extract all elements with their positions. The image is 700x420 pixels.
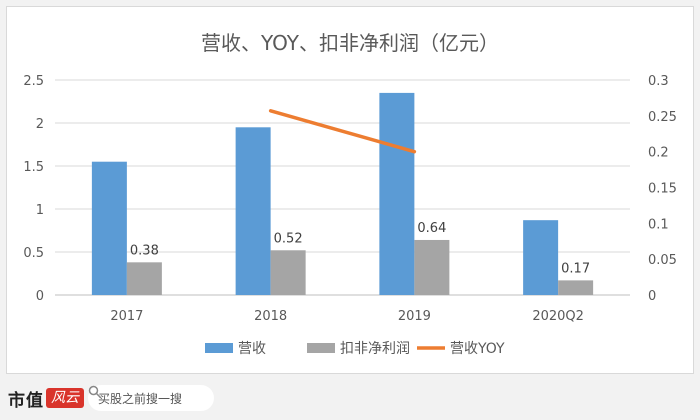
y-left-tick-label: 0.5 [23,246,44,261]
x-tick-label: 2017 [110,309,143,324]
bar-data-label: 0.17 [561,261,590,276]
y-right-tick-label: 0.2 [648,146,669,161]
y-left-tick-label: 1 [36,203,44,218]
legend-label: 营收YOY [450,341,505,357]
bar-revenue [91,161,127,295]
chart-title: 营收、YOY、扣非净利润（亿元） [201,31,499,55]
bar-profit [414,239,450,295]
line-revenue-yoy [268,109,417,154]
revenue-profit-chart: 营收、YOY、扣非净利润（亿元） 0 0.5 1 1.5 2 2.5 0 0.05 0.1 0.15… [23,31,677,357]
y-right-tick-label: 0.05 [648,253,677,268]
bar-data-label: 0.52 [274,231,303,246]
legend-swatch [205,343,233,353]
search-placeholder: 买股之前搜一搜 [98,391,183,406]
bar-revenue [235,127,271,295]
search-icon [88,385,101,398]
brand-logo[interactable]: 市值 风云 [8,386,84,411]
y-left-tick-label: 1.5 [23,160,44,175]
x-tick-label: 2019 [398,309,431,324]
bar-data-label: 0.64 [417,221,446,236]
bar-profit [270,250,306,295]
y-right-tick-label: 0.3 [648,74,669,89]
legend-label: 扣非净利润 [340,341,410,357]
y-left-tick-label: 0 [36,289,44,304]
bar-revenue [379,92,415,296]
bar-profit [126,262,162,295]
footer-bar: 市值 风云 买股之前搜一搜 [0,376,700,420]
brand-mark: 风云 [46,388,84,408]
y-right-tick-label: 0.1 [648,217,669,232]
bar-revenue [523,220,559,295]
x-tick-label: 2018 [254,309,287,324]
legend-swatch [307,343,335,353]
bar-data-label: 0.38 [130,243,159,258]
bar-profit [558,280,594,295]
legend-label: 营收 [238,341,266,357]
y-right-tick-label: 0.25 [648,110,677,125]
y-right-tick-label: 0.15 [648,182,677,197]
y-left-tick-label: 2 [36,117,44,132]
x-tick-label: 2020Q2 [532,309,584,324]
y-right-tick-label: 0 [648,289,656,304]
brand-name: 市值 [8,390,44,411]
y-left-tick-label: 2.5 [23,74,44,89]
search-box[interactable]: 买股之前搜一搜 [88,385,214,411]
